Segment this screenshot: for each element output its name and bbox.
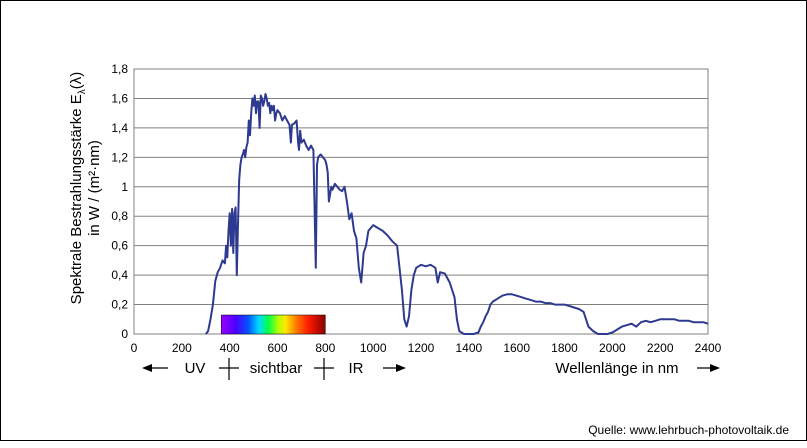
- visible-label: sichtbar: [250, 360, 303, 377]
- ir-label: IR: [349, 360, 364, 377]
- y-tick-label: 0,2: [111, 298, 128, 312]
- right-arrow-icon-2: [710, 364, 720, 372]
- source-credit: Quelle: www.lehrbuch-photovoltaik.de: [588, 423, 789, 437]
- x-tick-label: 1000: [360, 341, 387, 355]
- x-tick-label: 1200: [408, 341, 435, 355]
- x-tick-label: 1800: [551, 341, 578, 355]
- y-axis-title-subscript: λ: [77, 89, 88, 94]
- gridlines: [134, 97, 708, 306]
- svg-text:Spektrale Bestrahlungsstärke: Spektrale Bestrahlungsstärke Eλ(λ): [68, 72, 88, 305]
- x-tick-label: 0: [131, 341, 138, 355]
- y-axis-title-paren: (λ): [68, 72, 85, 90]
- left-arrow-icon: [142, 364, 152, 372]
- x-tick-label: 2400: [695, 341, 722, 355]
- y-tick-label: 1,2: [111, 150, 128, 164]
- x-tick-labels: 0 200 400 600 800 1000 1200 1400 1600 1800 2000 220…: [131, 341, 722, 355]
- x-tick-label: 1400: [455, 341, 482, 355]
- y-tick-label: 0: [121, 327, 128, 341]
- y-axis-title-line1: Spektrale Bestrahlungsstärke E: [68, 94, 85, 304]
- y-tick-label: 1,4: [111, 121, 128, 135]
- y-tick-label: 1,8: [111, 62, 128, 76]
- region-labels: UV sichtbar IR Wellenlänge in nm: [142, 358, 720, 380]
- y-axis-title: Spektrale Bestrahlungsstärke Eλ(λ) in W …: [68, 72, 103, 305]
- x-tick-label: 800: [315, 341, 335, 355]
- uv-label: UV: [185, 360, 206, 377]
- spectral-irradiance-line: [205, 93, 709, 335]
- x-tick-label: 400: [220, 341, 240, 355]
- visible-spectrum-band: [221, 314, 326, 335]
- y-tick-labels: 0 0,2 0,4 0,6 0,8 1 1,2 1,4 1,6 1,8: [111, 62, 128, 341]
- y-tick-label: 0,8: [111, 209, 128, 223]
- plot-area: [133, 68, 709, 335]
- right-arrow-icon-1: [396, 364, 406, 372]
- y-tick-label: 1,6: [111, 91, 128, 105]
- y-tick-label: 0,4: [111, 268, 128, 282]
- y-tick-label: 0,6: [111, 239, 128, 253]
- x-tick-label: 2000: [599, 341, 626, 355]
- y-axis-title-line2: in W / (m²·nm): [86, 140, 103, 236]
- y-tick-label: 1: [121, 180, 128, 194]
- x-tick-label: 200: [172, 341, 192, 355]
- x-tick-label: 600: [267, 341, 287, 355]
- x-tick-label: 2200: [647, 341, 674, 355]
- x-tick-label: 1600: [503, 341, 530, 355]
- x-axis-title: Wellenlänge in nm: [555, 360, 678, 377]
